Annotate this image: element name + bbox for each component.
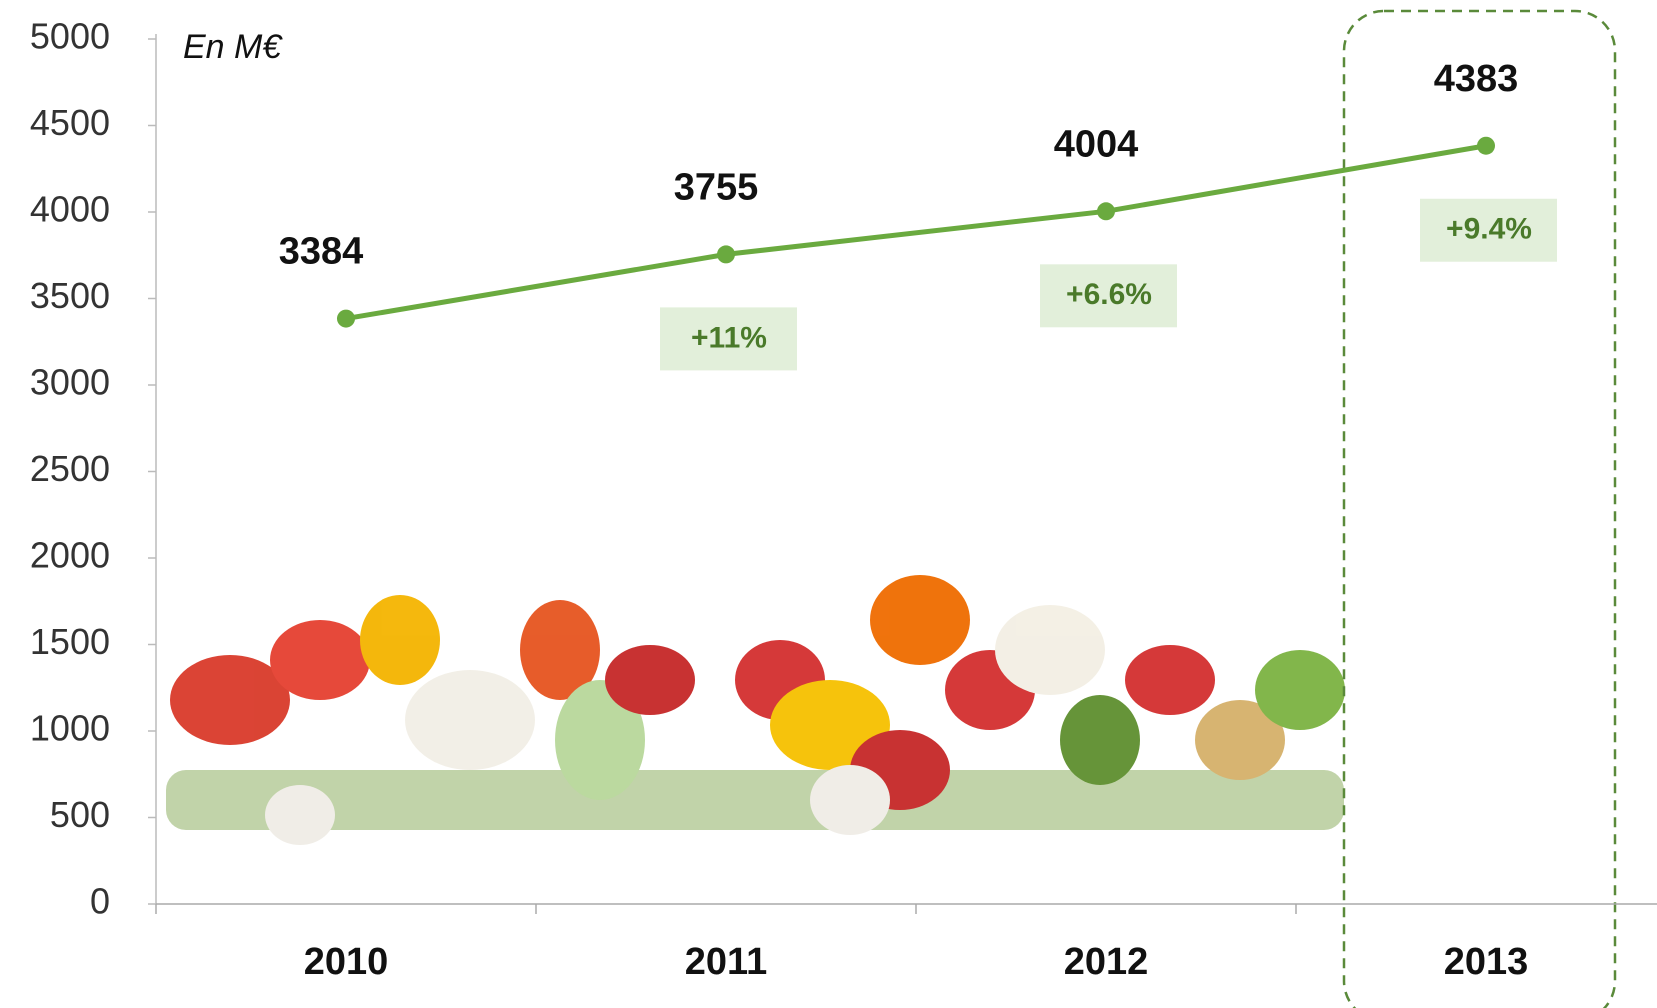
value-label: 4004 bbox=[1054, 123, 1139, 165]
marker bbox=[337, 309, 355, 328]
value-label: 3755 bbox=[674, 166, 759, 208]
y-tick-label: 0 bbox=[90, 881, 110, 922]
y-tick-label: 2000 bbox=[30, 535, 110, 576]
x-tick-label: 2010 bbox=[304, 941, 389, 983]
vegetables-decoration bbox=[166, 575, 1345, 845]
growth-box bbox=[660, 307, 797, 371]
growth-label: +6.6% bbox=[1066, 278, 1152, 311]
y-tick-label: 1500 bbox=[30, 621, 110, 662]
growth-box bbox=[1040, 264, 1177, 328]
growth-box bbox=[1420, 198, 1557, 262]
y-tick-label: 2500 bbox=[30, 448, 110, 489]
marker bbox=[1097, 202, 1115, 221]
y-tick-label: 4000 bbox=[30, 189, 110, 230]
x-tick-label: 2013 bbox=[1444, 941, 1529, 983]
y-tick-label: 3500 bbox=[30, 275, 110, 316]
growth-label: +11% bbox=[691, 321, 767, 354]
x-tick-label: 2011 bbox=[685, 941, 767, 983]
highlight-box bbox=[1342, 9, 1617, 1008]
growth-label: +9.4% bbox=[1446, 213, 1532, 246]
y-tick-label: 5000 bbox=[30, 16, 110, 57]
unit-label: En M€ bbox=[183, 28, 283, 66]
y-tick-label: 500 bbox=[50, 794, 110, 835]
y-tick-label: 1000 bbox=[30, 708, 110, 749]
y-tick-label: 4500 bbox=[30, 102, 110, 143]
marker bbox=[1477, 136, 1495, 155]
value-label: 3384 bbox=[279, 231, 364, 273]
y-tick-label: 3000 bbox=[30, 362, 110, 403]
x-tick-label: 2012 bbox=[1064, 941, 1149, 983]
line bbox=[345, 143, 1487, 322]
value-label: 4383 bbox=[1434, 58, 1519, 100]
marker bbox=[717, 245, 735, 264]
